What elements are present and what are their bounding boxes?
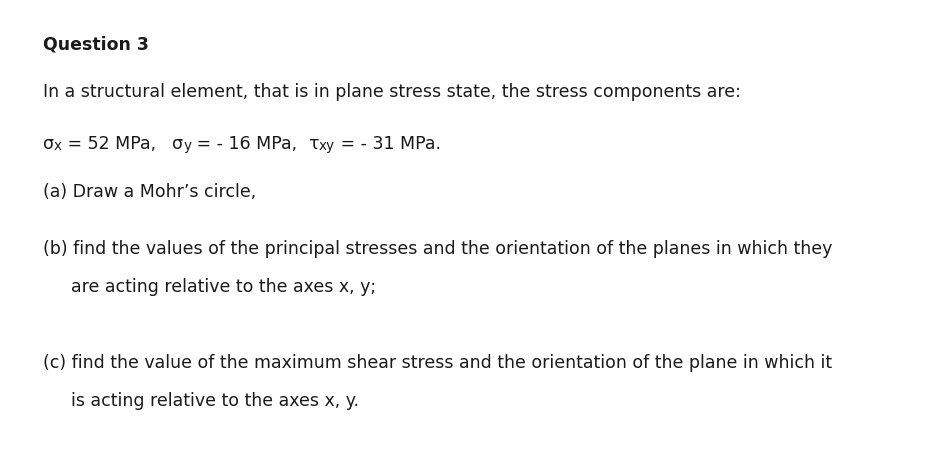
Text: σ: σ: [43, 135, 54, 153]
Text: y: y: [184, 139, 191, 153]
Text: (b) find the values of the principal stresses and the orientation of the planes : (b) find the values of the principal str…: [43, 240, 832, 258]
Text: (c) find the value of the maximum shear stress and the orientation of the plane : (c) find the value of the maximum shear …: [43, 354, 832, 372]
Text: σ: σ: [172, 135, 184, 153]
Text: (a) Draw a Mohr’s circle,: (a) Draw a Mohr’s circle,: [43, 183, 255, 201]
Text: xy: xy: [319, 139, 335, 153]
Text: = - 16 MPa,: = - 16 MPa,: [191, 135, 308, 153]
Text: Question 3: Question 3: [43, 36, 149, 54]
Text: are acting relative to the axes x, y;: are acting relative to the axes x, y;: [71, 278, 377, 296]
Text: τ: τ: [308, 135, 319, 153]
Text: = - 31 MPa.: = - 31 MPa.: [335, 135, 441, 153]
Text: is acting relative to the axes x, y.: is acting relative to the axes x, y.: [71, 392, 359, 410]
Text: = 52 MPa,: = 52 MPa,: [61, 135, 172, 153]
Text: x: x: [54, 139, 61, 153]
Text: In a structural element, that is in plane stress state, the stress components ar: In a structural element, that is in plan…: [43, 83, 741, 101]
